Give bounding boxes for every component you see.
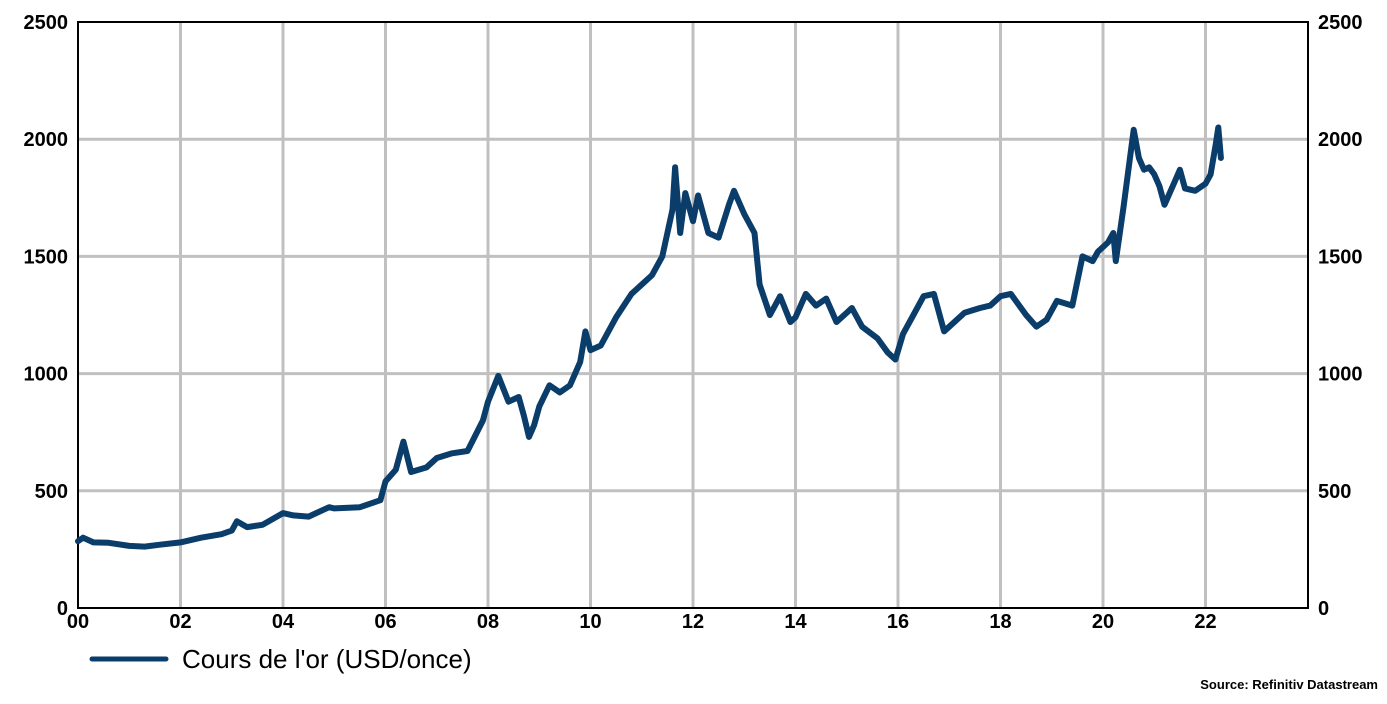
- y-tick-label-left: 2000: [24, 129, 69, 151]
- series-line-gold-price: [75, 124, 1224, 550]
- x-tick-label: 14: [784, 611, 807, 633]
- x-tick-label: 10: [579, 611, 601, 633]
- x-tick-label: 02: [169, 611, 191, 633]
- x-tick-label: 08: [477, 611, 499, 633]
- x-tick-label: 16: [887, 611, 909, 633]
- series-layer: [75, 124, 1224, 550]
- y-tick-label-right: 2000: [1318, 129, 1363, 151]
- x-tick-label: 04: [272, 611, 295, 633]
- y-tick-label-right: 1500: [1318, 246, 1363, 268]
- x-axis: 00 02 04 06 08 10 12 14 16 18 20 22: [67, 611, 1217, 633]
- y-tick-label-right: 500: [1318, 481, 1351, 503]
- x-tick-label: 18: [989, 611, 1011, 633]
- x-tick-label: 06: [374, 611, 396, 633]
- y-tick-label-left: 500: [35, 481, 68, 503]
- legend: Cours de l'or (USD/once): [89, 644, 472, 674]
- grid: [78, 22, 1308, 608]
- source-note: Source: Refinitiv Datastream: [1200, 677, 1378, 692]
- y-tick-label-left: 2500: [24, 12, 69, 34]
- y-tick-label-left: 1000: [24, 364, 69, 386]
- x-tick-label: 20: [1092, 611, 1114, 633]
- y-axis-left: 0 500 1000 1500 2000 2500: [24, 12, 69, 620]
- x-tick-label: 12: [682, 611, 704, 633]
- x-tick-label: 22: [1194, 611, 1216, 633]
- x-tick-label: 00: [67, 611, 89, 633]
- y-tick-label-right: 1000: [1318, 364, 1363, 386]
- plot-area-frame: [77, 21, 1309, 609]
- y-tick-label-right: 2500: [1318, 12, 1363, 34]
- y-tick-label-left: 0: [57, 598, 68, 620]
- legend-label: Cours de l'or (USD/once): [182, 644, 472, 674]
- y-tick-label-right: 0: [1318, 598, 1329, 620]
- y-tick-label-left: 1500: [24, 246, 69, 268]
- y-axis-right: 0 500 1000 1500 2000 2500: [1318, 12, 1363, 620]
